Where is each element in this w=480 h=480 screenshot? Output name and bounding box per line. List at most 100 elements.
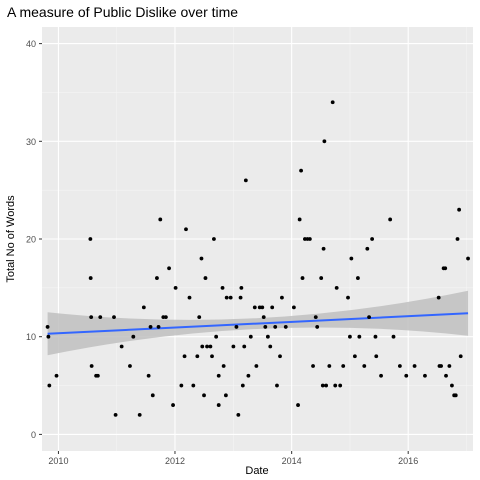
data-point <box>379 373 383 378</box>
data-point <box>89 364 94 368</box>
data-point <box>95 373 100 378</box>
data-point <box>299 168 303 173</box>
data-point <box>156 325 161 329</box>
data-point <box>367 315 371 320</box>
data-point <box>423 373 427 378</box>
data-point <box>357 334 362 339</box>
y-tick-label: 20 <box>26 235 36 245</box>
data-point <box>450 383 454 388</box>
data-point <box>205 344 209 349</box>
data-point <box>88 237 93 241</box>
data-point <box>98 315 103 320</box>
data-point <box>199 256 204 261</box>
data-point <box>334 285 339 290</box>
data-point <box>146 373 151 378</box>
data-point <box>391 334 396 339</box>
data-point <box>280 295 284 300</box>
data-point <box>184 227 188 232</box>
data-point <box>173 285 178 290</box>
data-point <box>275 383 279 388</box>
data-point <box>447 364 452 368</box>
y-tick-label: 10 <box>26 332 36 342</box>
y-tick-label: 0 <box>31 430 36 440</box>
data-point <box>319 276 324 280</box>
data-point <box>273 325 278 329</box>
data-point <box>137 412 142 417</box>
data-point <box>131 334 136 339</box>
data-point <box>444 373 448 378</box>
data-point <box>436 295 441 300</box>
data-point <box>214 334 219 339</box>
data-point <box>208 344 213 349</box>
data-point <box>261 315 266 320</box>
y-axis-ticks: 0 10 20 30 40 <box>26 39 42 440</box>
data-point <box>265 334 270 339</box>
data-point <box>246 373 251 378</box>
data-point <box>283 325 288 329</box>
data-point <box>212 237 216 241</box>
data-point <box>311 364 315 368</box>
data-point <box>327 364 332 368</box>
data-point <box>260 305 265 310</box>
data-point <box>321 246 326 251</box>
data-point <box>167 266 171 271</box>
data-point <box>254 364 259 368</box>
data-point <box>228 295 233 300</box>
data-point <box>443 266 448 271</box>
data-point <box>252 305 257 310</box>
data-point <box>234 325 239 329</box>
data-point <box>54 373 59 378</box>
data-point <box>182 354 187 359</box>
data-point <box>216 373 221 378</box>
y-axis-label: Total No of Words <box>5 195 17 283</box>
data-point <box>270 305 275 310</box>
x-tick-label: 2014 <box>282 456 302 466</box>
x-tick-label: 2012 <box>165 456 185 466</box>
x-tick-label: 2016 <box>398 456 418 466</box>
data-point <box>458 354 463 359</box>
data-point <box>150 393 155 398</box>
data-point <box>179 383 184 388</box>
data-point <box>412 364 417 368</box>
data-point <box>455 237 460 241</box>
data-point <box>373 334 378 339</box>
data-point <box>88 276 93 280</box>
data-point <box>330 100 335 105</box>
data-point <box>195 354 200 359</box>
data-point <box>348 334 352 339</box>
data-point <box>248 334 253 339</box>
data-point <box>297 217 302 222</box>
data-point <box>158 217 163 222</box>
data-point <box>242 344 247 349</box>
data-point <box>191 383 196 388</box>
data-point <box>315 325 320 329</box>
data-point <box>300 276 305 280</box>
chart-title: A measure of Public Dislike over time <box>7 4 239 20</box>
data-points <box>45 100 470 417</box>
data-point <box>240 383 245 388</box>
data-point <box>356 276 360 280</box>
data-point <box>370 237 375 241</box>
data-point <box>46 334 51 339</box>
data-point <box>243 178 248 183</box>
data-point <box>203 276 208 280</box>
data-point <box>296 403 300 407</box>
data-point <box>202 393 206 398</box>
data-point <box>322 139 327 144</box>
data-point <box>291 305 296 310</box>
trend-line <box>47 312 469 335</box>
data-point <box>263 325 268 329</box>
data-point <box>89 315 94 320</box>
data-point <box>119 344 124 349</box>
x-axis-ticks: 2010 2012 2014 2016 <box>48 451 418 466</box>
y-tick-label: 40 <box>26 39 36 49</box>
data-point <box>397 364 402 368</box>
data-point <box>47 383 52 388</box>
data-point <box>239 285 244 290</box>
data-point <box>349 256 354 261</box>
data-point <box>457 207 462 212</box>
data-point <box>155 276 159 280</box>
y-tick-label: 30 <box>26 137 36 147</box>
data-point <box>313 315 318 320</box>
